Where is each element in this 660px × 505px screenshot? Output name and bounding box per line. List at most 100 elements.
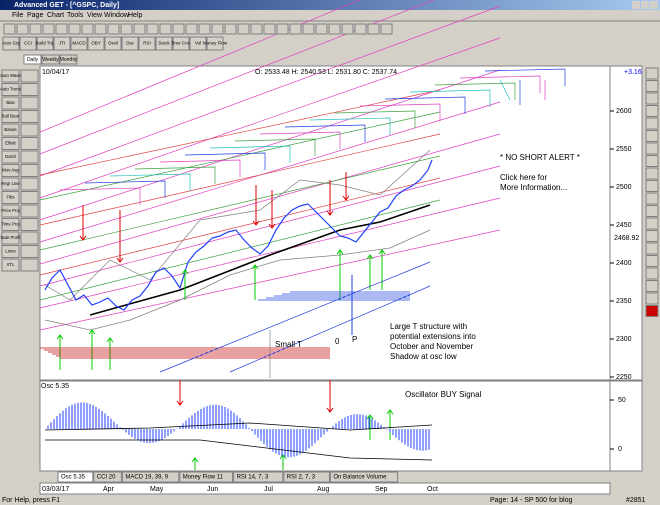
tool-icon[interactable] <box>185 23 198 35</box>
indicator-tab[interactable] <box>233 471 284 483</box>
left-tool[interactable] <box>1 231 20 245</box>
menu-item[interactable]: Chart <box>47 12 64 19</box>
indicator-tab[interactable] <box>57 471 94 483</box>
menu-item[interactable]: File <box>12 12 23 19</box>
tool-icon[interactable] <box>276 23 289 35</box>
right-tool[interactable] <box>645 105 659 117</box>
tool-icon[interactable] <box>354 23 367 35</box>
tool-icon[interactable] <box>16 23 29 35</box>
period-tab[interactable] <box>41 54 60 65</box>
right-tool[interactable] <box>645 255 659 267</box>
right-tool[interactable] <box>645 292 659 305</box>
right-tool[interactable] <box>645 280 659 292</box>
menu-item[interactable]: Help <box>128 12 143 19</box>
right-tool[interactable] <box>645 67 659 80</box>
right-tool[interactable] <box>645 180 659 192</box>
indicator-tab[interactable] <box>283 471 330 483</box>
tool-button[interactable] <box>70 36 88 51</box>
tool-button[interactable] <box>138 36 156 51</box>
tool-icon[interactable] <box>367 23 380 35</box>
tool-button[interactable] <box>189 36 207 51</box>
right-tool[interactable] <box>645 217 659 230</box>
menu-item[interactable]: Window <box>104 12 130 19</box>
right-tool[interactable] <box>645 142 659 155</box>
right-tool[interactable] <box>645 92 659 105</box>
left-tool[interactable] <box>20 191 39 204</box>
menu-item[interactable]: View <box>87 12 103 19</box>
left-tool[interactable] <box>1 83 20 96</box>
indicator-tab[interactable] <box>329 471 399 483</box>
left-tool[interactable] <box>1 150 20 164</box>
tool-icon[interactable] <box>172 23 185 35</box>
tool-button[interactable] <box>172 36 190 51</box>
tool-icon[interactable] <box>224 23 237 35</box>
right-tool[interactable] <box>645 117 659 130</box>
tool-icon[interactable] <box>250 23 263 35</box>
left-tool[interactable] <box>20 69 39 83</box>
menu-item[interactable]: Tools <box>67 12 84 19</box>
minimize[interactable] <box>632 1 640 9</box>
left-tool[interactable] <box>20 177 39 191</box>
tool-icon[interactable] <box>42 23 55 35</box>
left-tool[interactable] <box>1 204 20 218</box>
info-link[interactable]: Click here for <box>500 173 547 182</box>
left-tool[interactable] <box>20 218 39 231</box>
right-tool[interactable] <box>645 192 659 205</box>
left-tool[interactable] <box>1 123 20 137</box>
right-tool[interactable] <box>645 155 659 167</box>
left-tool[interactable] <box>1 245 20 258</box>
tool-icon[interactable] <box>133 23 146 35</box>
left-tool[interactable] <box>20 123 39 137</box>
tool-button[interactable] <box>87 36 105 51</box>
left-tool[interactable] <box>1 177 20 191</box>
tool-button[interactable] <box>155 36 173 51</box>
right-tool[interactable] <box>645 267 659 280</box>
tool-icon[interactable] <box>107 23 120 35</box>
tool-icon[interactable] <box>328 23 341 35</box>
alert[interactable]: * NO SHORT ALERT * <box>500 153 580 162</box>
right-tool[interactable] <box>645 230 659 242</box>
right-tool[interactable] <box>645 242 659 255</box>
indicator-tab[interactable] <box>179 471 234 483</box>
left-tool[interactable] <box>20 137 39 150</box>
menu-item[interactable]: Page <box>27 12 43 19</box>
tool-icon[interactable] <box>29 23 42 35</box>
tool-button[interactable] <box>2 36 20 51</box>
right-tool[interactable] <box>645 167 659 180</box>
left-tool[interactable] <box>20 258 39 272</box>
left-tool[interactable] <box>1 69 20 83</box>
tool-button[interactable] <box>104 36 122 51</box>
tool-icon[interactable] <box>3 23 16 35</box>
left-tool[interactable] <box>20 231 39 245</box>
left-tool[interactable] <box>1 218 20 231</box>
left-tool[interactable] <box>1 258 20 272</box>
tool-icon[interactable] <box>263 23 276 35</box>
left-tool[interactable] <box>20 96 39 110</box>
left-tool[interactable] <box>20 245 39 258</box>
tool-icon[interactable] <box>68 23 81 35</box>
tool-icon[interactable] <box>341 23 354 35</box>
left-tool[interactable] <box>1 164 20 177</box>
left-tool[interactable] <box>1 110 20 123</box>
tool-icon[interactable] <box>211 23 224 35</box>
tool-icon[interactable] <box>120 23 133 35</box>
right-tool[interactable] <box>645 305 659 317</box>
tool-icon[interactable] <box>198 23 211 35</box>
tool-icon[interactable] <box>315 23 328 35</box>
tool-icon[interactable] <box>237 23 250 35</box>
tool-icon[interactable] <box>159 23 172 35</box>
left-tool[interactable] <box>1 96 20 110</box>
tool-button[interactable] <box>121 36 139 51</box>
left-tool[interactable] <box>20 204 39 218</box>
left-tool[interactable] <box>20 150 39 164</box>
right-tool[interactable] <box>645 80 659 92</box>
indicator-tab[interactable] <box>93 471 122 483</box>
tool-button[interactable] <box>19 36 37 51</box>
close[interactable] <box>650 1 658 9</box>
left-tool[interactable] <box>1 137 20 150</box>
left-tool[interactable] <box>1 191 20 204</box>
tool-button[interactable] <box>206 36 224 51</box>
tool-icon[interactable] <box>81 23 94 35</box>
tool-icon[interactable] <box>289 23 302 35</box>
info-link[interactable]: More Information... <box>500 183 567 192</box>
